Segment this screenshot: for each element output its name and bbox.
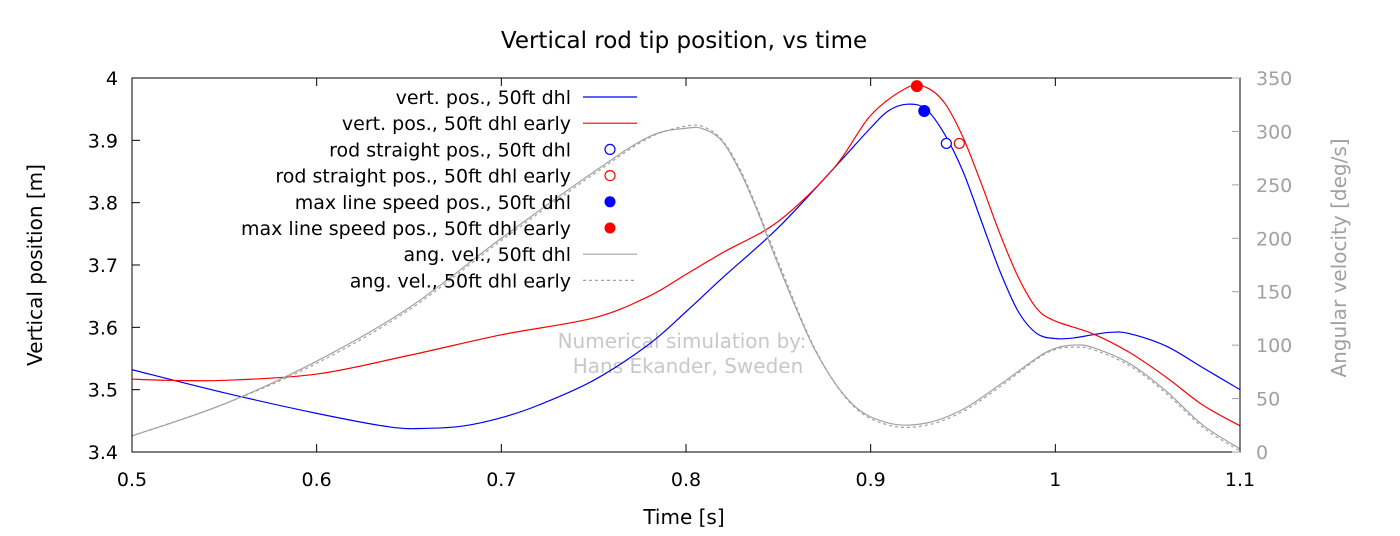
legend-swatch [604, 143, 616, 155]
watermark-line-2: Hans Ekander, Sweden [573, 354, 804, 378]
legend-label: ang. vel., 50ft dhl early [350, 270, 571, 292]
x-tick-label: 0.7 [486, 469, 516, 491]
legend-swatch [604, 170, 616, 182]
series-6-point [910, 80, 923, 93]
y2-tick-label: 50 [1256, 389, 1280, 411]
chart-title: Vertical rod tip position, vs time [501, 28, 867, 54]
legend-label: max line speed pos., 50ft dhl [295, 192, 571, 214]
y2-tick-label: 0 [1256, 442, 1268, 464]
y-axis-left: 3.4 3.5 3.6 3.7 3.8 3.9 4 [88, 68, 140, 464]
series-8-line [132, 124, 1240, 452]
legend-label: rod straight pos., 50ft dhl early [275, 166, 571, 188]
y-axis-right: 0 50 100 150 200 250 300 350 [1232, 68, 1292, 464]
legend-swatch [604, 196, 616, 208]
series-7-line [132, 126, 1240, 450]
x-tick-label: 1.1 [1225, 469, 1255, 491]
y2-tick-label: 150 [1256, 282, 1292, 304]
plot-frame [131, 77, 1241, 453]
y2-tick-label: 100 [1256, 335, 1292, 357]
y-tick-label: 3.6 [88, 317, 118, 339]
y2-tick-label: 200 [1256, 228, 1292, 250]
x-tick-label: 0.8 [671, 469, 701, 491]
y-tick-label: 3.8 [88, 193, 118, 215]
marker-layer [910, 80, 965, 150]
watermark-line-1: Numerical simulation by: [558, 329, 807, 353]
y-tick-label: 3.9 [88, 130, 118, 152]
x-tick-label: 1 [1049, 469, 1061, 491]
legend: vert. pos., 50ft dhl vert. pos., 50ft dhl… [241, 87, 637, 292]
y2-tick-label: 300 [1256, 121, 1292, 143]
legend-label: vert. pos., 50ft dhl early [342, 113, 571, 135]
y-tick-label: 3.4 [88, 442, 118, 464]
legend-label: vert. pos., 50ft dhl [396, 87, 571, 109]
series-5-point [918, 105, 931, 118]
y-tick-label: 4 [106, 68, 118, 90]
y2-tick-label: 350 [1256, 68, 1292, 90]
y-axis-title: Vertical position [m] [23, 164, 47, 366]
y-tick-label: 3.7 [88, 255, 118, 277]
series-3-point [940, 137, 952, 150]
legend-label: rod straight pos., 50ft dhl [329, 139, 571, 161]
x-tick-label: 0.5 [117, 469, 147, 491]
series-4-point [953, 137, 965, 150]
x-tick-label: 0.6 [302, 469, 332, 491]
series-2-line [132, 84, 1240, 427]
x-axis-title: Time [s] [642, 505, 724, 529]
x-axis: 0.5 0.6 0.7 0.8 0.9 1 1.1 [117, 78, 1255, 491]
y2-axis-title: Angular velocity [deg/s] [1327, 138, 1351, 377]
watermark: Numerical simulation by: Hans Ekander, S… [558, 329, 807, 378]
y-tick-label: 3.5 [88, 380, 118, 402]
x-tick-label: 0.9 [856, 469, 886, 491]
legend-swatch [604, 222, 616, 234]
legend-label: ang. vel., 50ft dhl [403, 244, 571, 266]
series-layer [132, 84, 1240, 452]
legend-label: max line speed pos., 50ft dhl early [241, 218, 571, 240]
series-1-line [132, 103, 1240, 430]
y2-tick-label: 250 [1256, 175, 1292, 197]
